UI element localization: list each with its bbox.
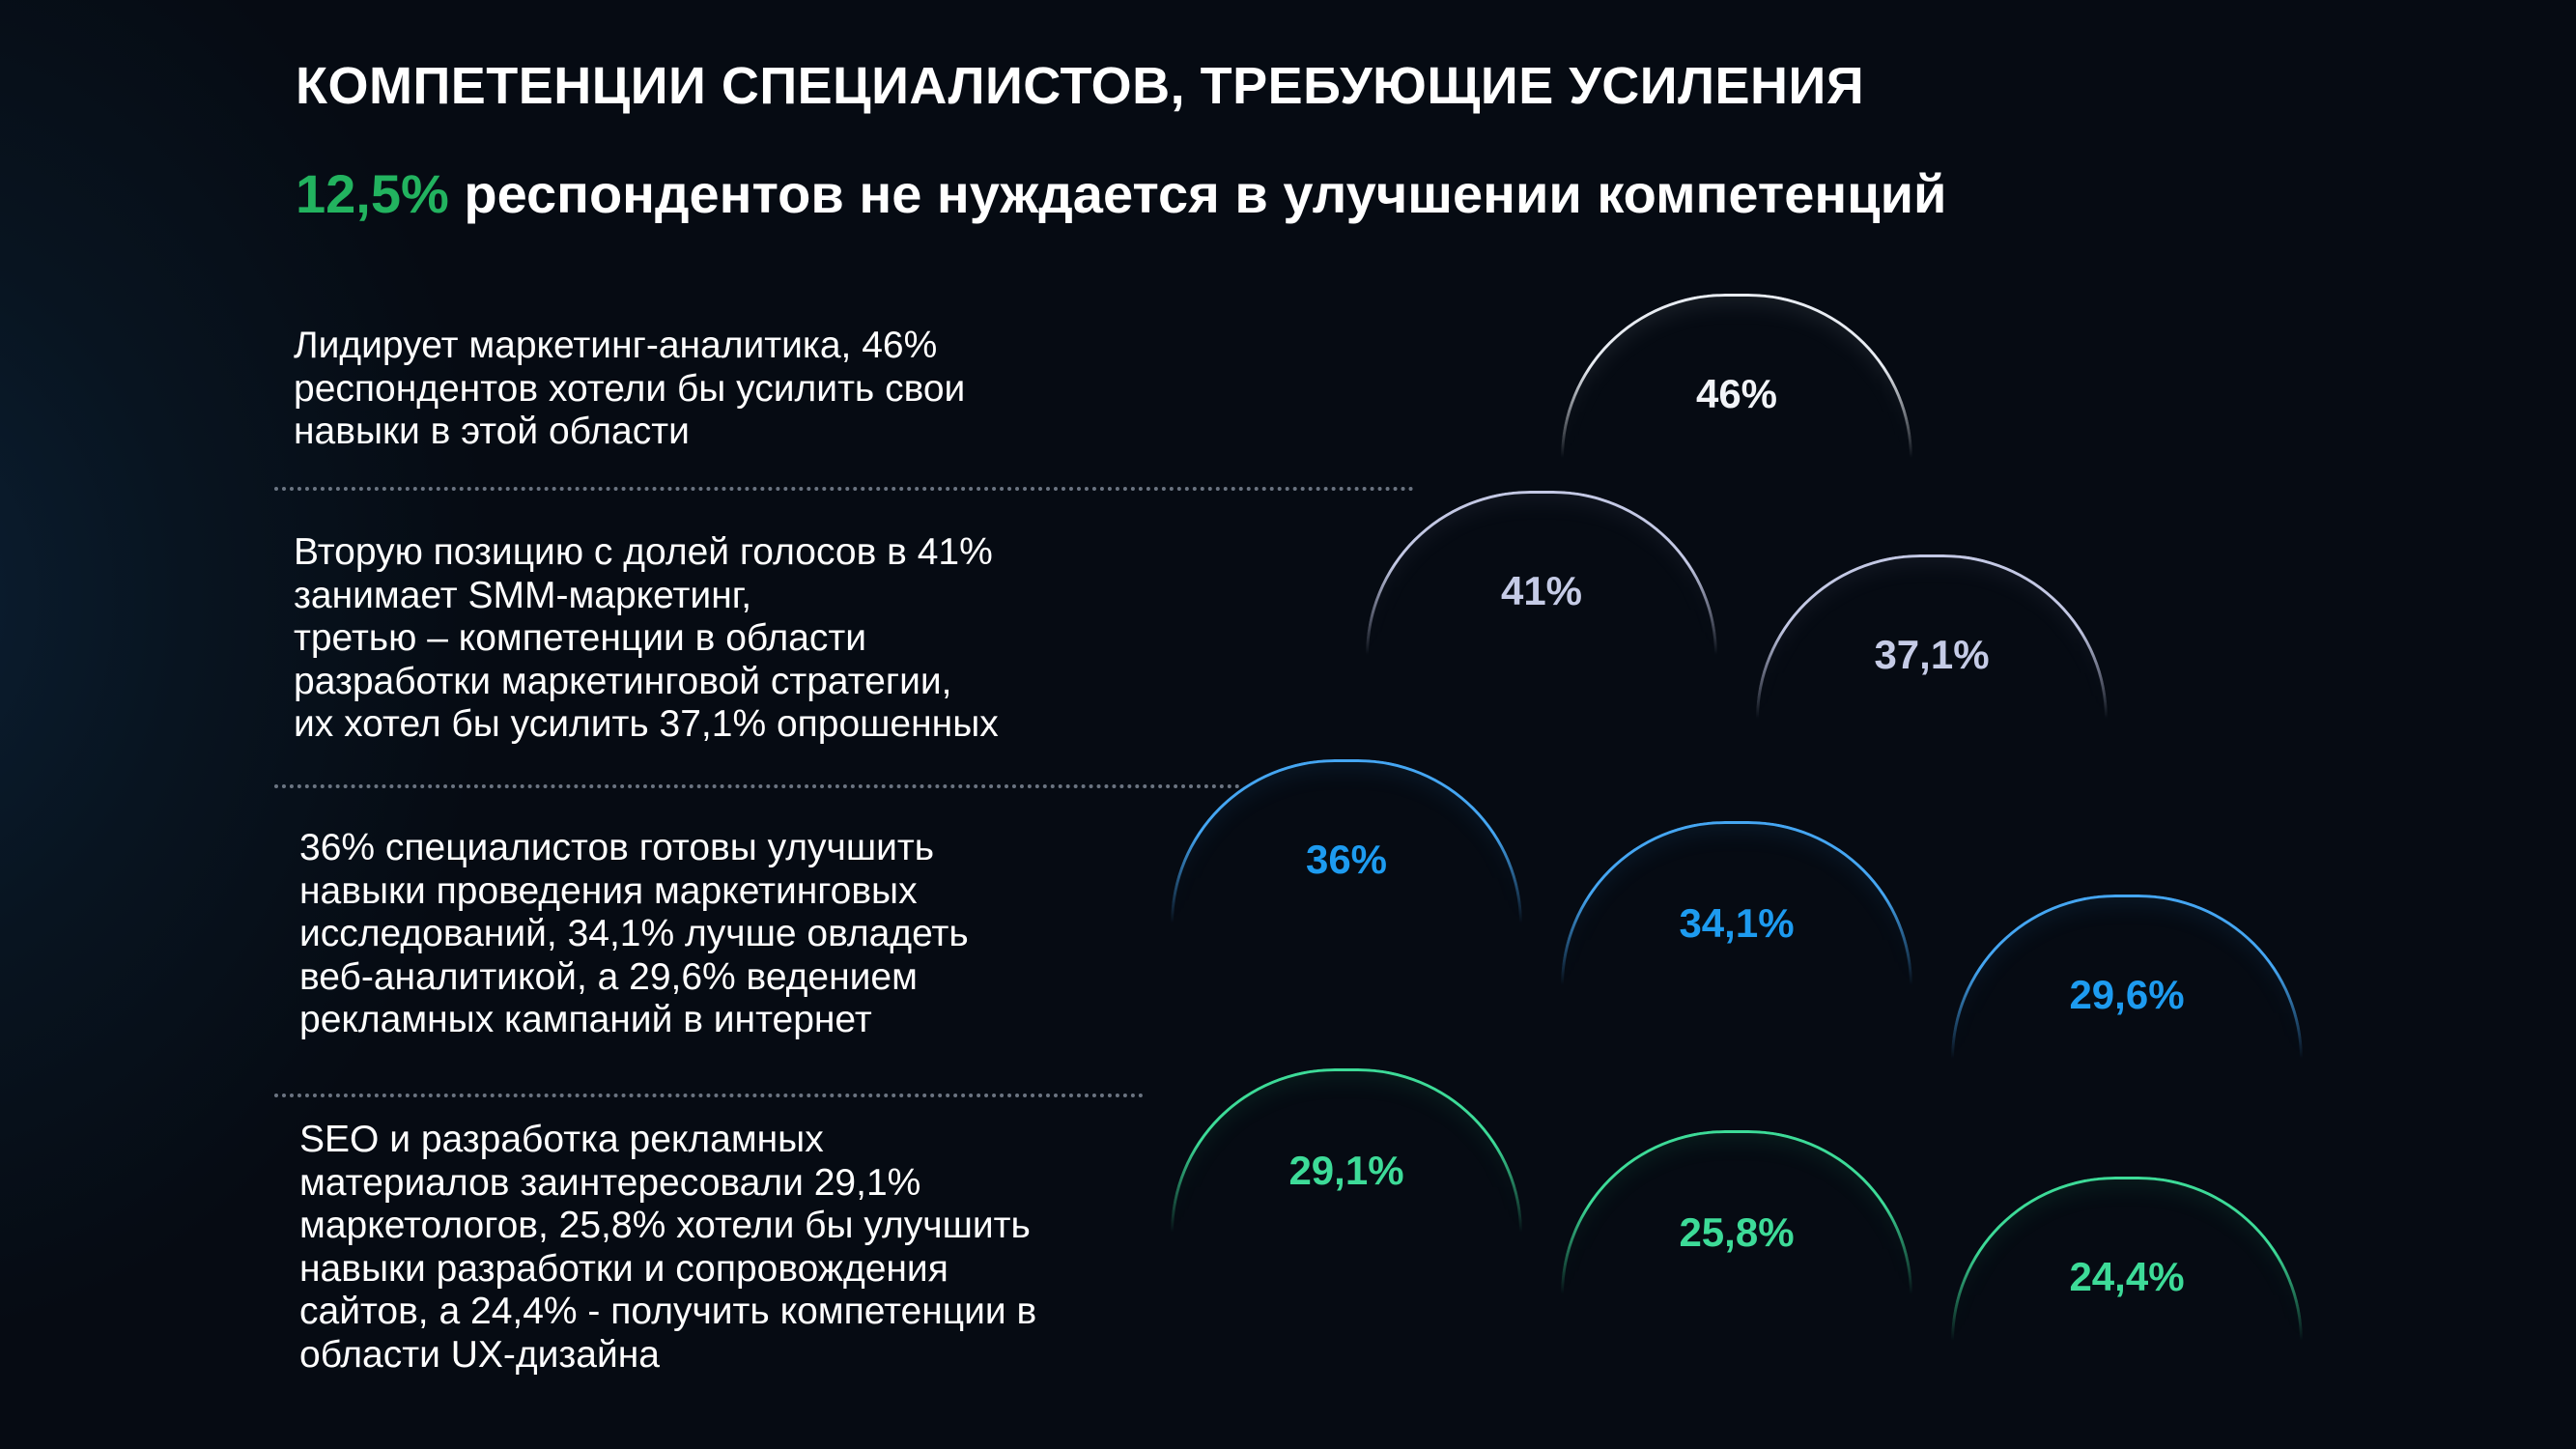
text-line: веб-аналитикой, а 29,6% ведением [299, 955, 918, 998]
text-line: рекламных кампаний в интернет [299, 999, 872, 1040]
dome-percent-label: 24,4% [2069, 1254, 2185, 1299]
text-line: Вторую позицию с долей голосов в 41% [294, 531, 993, 573]
dome-percent-label: 46% [1695, 371, 1778, 416]
subtitle-highlight-percent: 12,5% [296, 163, 449, 224]
text-line: материалов заинтересовали 29,1% [299, 1161, 921, 1204]
text-line: области UX-дизайна [299, 1333, 660, 1376]
text-line: разработки маркетинговой стратегии, [294, 660, 952, 702]
text-line: навыки разработки и сопровождения [299, 1247, 948, 1290]
page-title: КОМПЕТЕНЦИИ СПЕЦИАЛИСТОВ, ТРЕБУЮЩИЕ УСИЛ… [296, 57, 1865, 115]
text-line: занимает SMM-маркетинг, [294, 574, 752, 616]
text-line: SEO и разработка рекламных [299, 1119, 824, 1160]
text-block-research: 36% специалистов готовы улучшить навыки … [299, 827, 969, 1042]
dotted-divider [274, 784, 1240, 788]
page-subtitle: 12,5% респондентов не нуждается в улучше… [296, 162, 1946, 225]
dotted-divider [274, 487, 1414, 491]
text-line: маркетологов, 25,8% хотели бы улучшить [299, 1205, 1031, 1246]
subtitle-text: респондентов не нуждается в улучшении ко… [448, 163, 1947, 224]
dome-percent-label: 29,1% [1288, 1148, 1404, 1193]
text-block-smm: Вторую позицию с долей голосов в 41% зан… [294, 531, 999, 747]
text-block-marketing-analytics: Лидирует маркетинг-аналитика, 46% респон… [294, 325, 965, 454]
text-line: навыки проведения маркетинговых [299, 869, 918, 912]
dome-percent-label: 37,1% [1874, 632, 1990, 677]
dotted-divider [274, 1094, 1144, 1097]
dome-percent-label: 29,6% [2069, 972, 2185, 1017]
text-line: навыки в этой области [294, 411, 690, 452]
dome-percent-label: 34,1% [1679, 900, 1795, 946]
dome-percent-label: 41% [1500, 568, 1583, 613]
text-block-seo: SEO и разработка рекламных материалов за… [299, 1119, 1036, 1377]
dome-percent-label: 25,8% [1679, 1209, 1795, 1255]
text-line: 36% специалистов готовы улучшить [299, 827, 935, 868]
text-line: Лидирует маркетинг-аналитика, 46% [294, 325, 938, 366]
dome-percent-label: 36% [1305, 837, 1388, 882]
text-line: исследований, 34,1% лучше овладеть [299, 913, 969, 954]
text-line: сайтов, а 24,4% - получить компетенции в [299, 1291, 1037, 1332]
text-line: третью – компетенции в области [294, 617, 867, 659]
text-line: респондентов хотели бы усилить свои [294, 367, 966, 410]
text-line: их хотел бы усилить 37,1% опрошенных [294, 703, 999, 745]
